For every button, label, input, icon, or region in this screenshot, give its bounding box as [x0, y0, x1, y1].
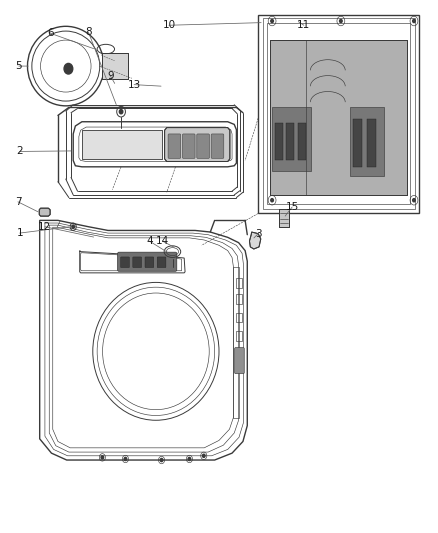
- Text: 14: 14: [156, 236, 169, 246]
- FancyBboxPatch shape: [211, 134, 224, 158]
- FancyBboxPatch shape: [145, 257, 154, 268]
- Polygon shape: [102, 53, 128, 79]
- Polygon shape: [165, 127, 230, 161]
- FancyBboxPatch shape: [117, 252, 177, 271]
- Circle shape: [188, 457, 191, 461]
- Text: 12: 12: [38, 222, 52, 232]
- Circle shape: [160, 458, 163, 462]
- FancyBboxPatch shape: [286, 123, 294, 160]
- FancyBboxPatch shape: [197, 134, 209, 158]
- FancyBboxPatch shape: [298, 123, 306, 160]
- FancyBboxPatch shape: [133, 257, 141, 268]
- Text: 2: 2: [16, 147, 23, 157]
- Circle shape: [119, 110, 123, 114]
- Circle shape: [202, 454, 205, 457]
- Polygon shape: [250, 232, 261, 249]
- Text: 6: 6: [47, 28, 53, 38]
- Polygon shape: [82, 130, 162, 159]
- FancyBboxPatch shape: [183, 134, 195, 158]
- Text: 8: 8: [85, 27, 92, 37]
- FancyBboxPatch shape: [235, 348, 244, 374]
- Circle shape: [413, 199, 415, 202]
- Circle shape: [124, 457, 127, 461]
- Circle shape: [339, 19, 342, 22]
- Text: 9: 9: [107, 70, 113, 80]
- FancyBboxPatch shape: [275, 123, 283, 160]
- Text: 3: 3: [255, 229, 261, 239]
- FancyBboxPatch shape: [168, 134, 181, 158]
- Text: 4: 4: [146, 236, 153, 246]
- Circle shape: [72, 225, 74, 228]
- Circle shape: [101, 456, 104, 459]
- FancyBboxPatch shape: [272, 108, 311, 171]
- Text: 1: 1: [16, 228, 23, 238]
- FancyBboxPatch shape: [367, 119, 376, 167]
- Text: 7: 7: [14, 197, 21, 207]
- Text: 15: 15: [286, 202, 299, 212]
- FancyBboxPatch shape: [350, 108, 385, 176]
- Polygon shape: [39, 208, 50, 216]
- Circle shape: [271, 19, 273, 22]
- Text: 5: 5: [15, 61, 22, 71]
- Text: 13: 13: [127, 79, 141, 90]
- Circle shape: [413, 19, 415, 22]
- FancyBboxPatch shape: [157, 257, 166, 268]
- Polygon shape: [270, 39, 407, 195]
- FancyBboxPatch shape: [120, 257, 129, 268]
- Circle shape: [271, 199, 273, 202]
- FancyBboxPatch shape: [353, 119, 362, 167]
- Circle shape: [64, 63, 73, 74]
- Text: 11: 11: [297, 20, 311, 30]
- Text: 10: 10: [162, 20, 176, 30]
- Polygon shape: [279, 209, 289, 227]
